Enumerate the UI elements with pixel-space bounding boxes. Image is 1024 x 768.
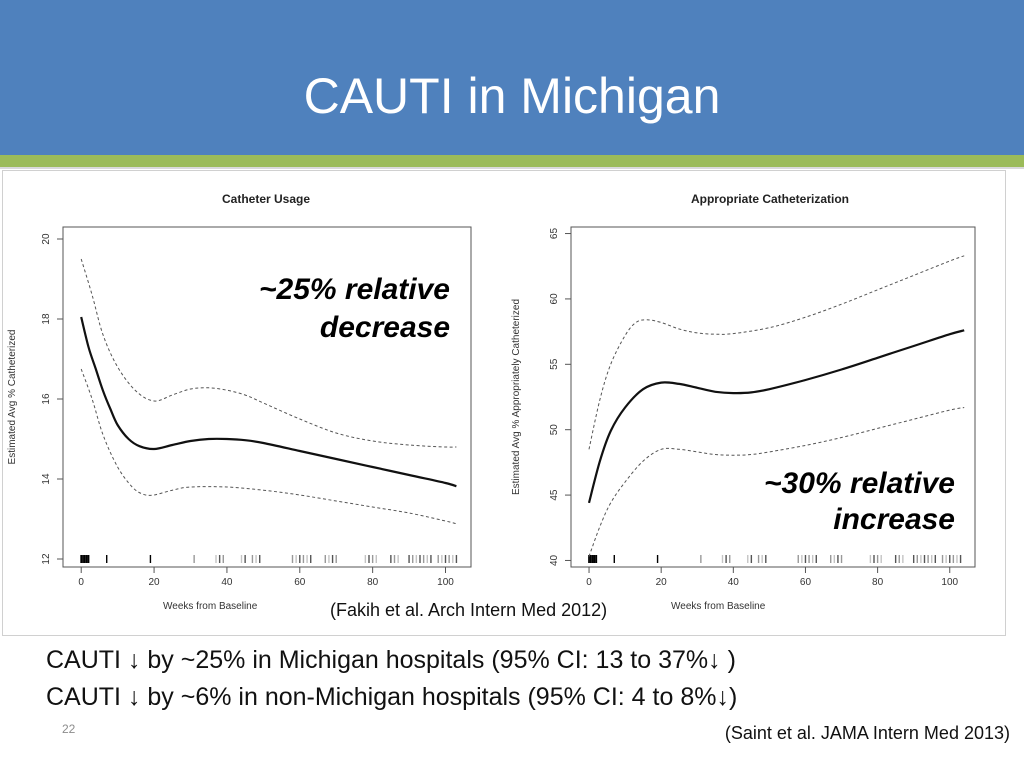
- chart-title: Catheter Usage: [222, 192, 310, 206]
- y-tick-label: 65: [549, 228, 560, 240]
- y-tick-label: 14: [41, 473, 52, 485]
- plot-frame: [570, 226, 976, 568]
- series-upper-line: [588, 255, 965, 450]
- series-estimate-line: [80, 316, 457, 488]
- y-tick-label: 12: [41, 553, 52, 565]
- x-tick-label: 80: [872, 577, 884, 588]
- x-tick-label: 40: [221, 577, 233, 588]
- y-tick-label: 45: [549, 489, 560, 501]
- header-divider: [0, 167, 1024, 169]
- x-tick-label: 80: [367, 577, 379, 588]
- x-tick-label: 100: [941, 577, 958, 588]
- x-tick-label: 60: [294, 577, 306, 588]
- x-tick-label: 60: [800, 577, 812, 588]
- x-tick-label: 20: [149, 577, 161, 588]
- bottom-citation: (Saint et al. JAMA Intern Med 2013): [724, 723, 1010, 743]
- bullet-michigan: CAUTI ↓ by ~25% in Michigan hospitals (9…: [46, 646, 736, 674]
- slide-title: CAUTI in Michigan: [303, 68, 721, 124]
- slide-number: 22: [62, 722, 76, 736]
- chart-title: Appropriate Catheterization: [691, 192, 849, 206]
- bullet-non-michigan: CAUTI ↓ by ~6% in non-Michigan hospitals…: [46, 683, 738, 711]
- chart-annotation-line: ~30% relative: [764, 467, 955, 500]
- figure-panel: Catheter Usage 0 20 40 60 80 100 12 14 16 18 20 Week…: [2, 170, 1006, 636]
- x-tick-label: 20: [656, 577, 668, 588]
- y-tick-label: 18: [41, 313, 52, 325]
- x-tick-label: 0: [586, 577, 592, 588]
- series-estimate-line: [587, 329, 965, 504]
- plot-frame: [62, 226, 472, 568]
- series-upper-line: [80, 258, 457, 448]
- y-tick-label: 60: [549, 293, 560, 305]
- y-tick-label: 40: [549, 554, 560, 566]
- chart-annotation-line: ~25% relative: [259, 273, 450, 306]
- slide-header: [0, 0, 1024, 155]
- y-axis-label: Estimated Avg % Catheterized: [7, 330, 18, 465]
- figure-citation: (Fakih et al. Arch Intern Med 2012): [328, 600, 610, 621]
- y-tick-label: 50: [549, 424, 560, 436]
- chart-appropriate-catheterization: Appropriate Catheterization 0 20 40 60 80 100 4…: [511, 192, 976, 612]
- chart-catheter-usage: Catheter Usage 0 20 40 60 80 100 12 14 16 18 20 Week…: [7, 192, 472, 612]
- series-lower-line: [80, 368, 457, 525]
- x-tick-label: 0: [78, 577, 84, 588]
- y-tick-label: 55: [549, 358, 560, 370]
- y-tick-label: 16: [41, 393, 52, 405]
- x-tick-label: 40: [728, 577, 740, 588]
- y-axis-label: Estimated Avg % Appropriately Catheteriz…: [511, 299, 522, 495]
- chart-annotation-line: increase: [833, 503, 955, 536]
- x-tick-label: 100: [437, 577, 454, 588]
- y-tick-label: 20: [41, 233, 52, 245]
- x-axis-label: Weeks from Baseline: [671, 601, 766, 612]
- x-axis-label: Weeks from Baseline: [163, 601, 258, 612]
- header-accent-stripe: [0, 155, 1024, 167]
- chart-annotation-line: decrease: [320, 311, 450, 344]
